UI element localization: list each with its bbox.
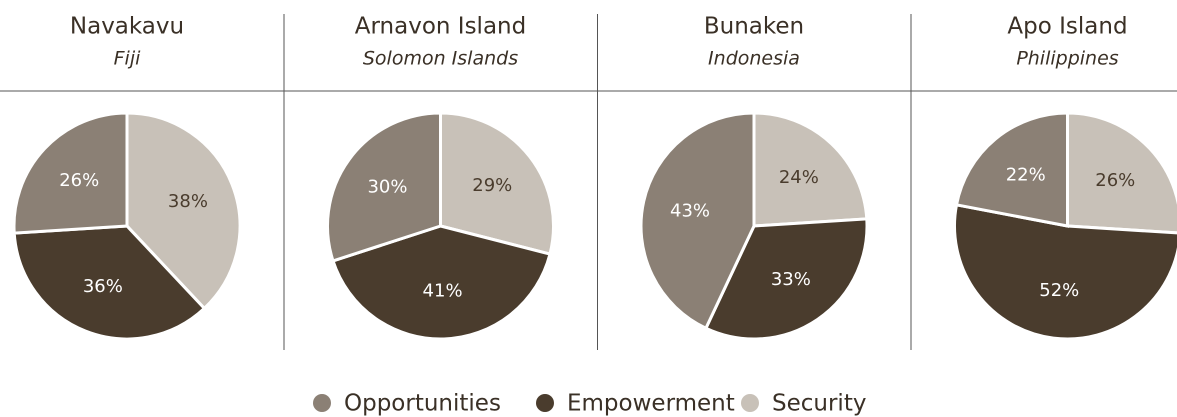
legend-swatch bbox=[313, 394, 331, 412]
pie-slice bbox=[752, 111, 869, 228]
pie-title: Apo Island bbox=[1007, 14, 1127, 40]
pie-subtitle: Indonesia bbox=[708, 48, 800, 70]
pie-slice bbox=[953, 203, 1177, 341]
legend-label: Security bbox=[772, 391, 866, 417]
pie-title: Bunaken bbox=[704, 14, 804, 40]
slice-label: 52% bbox=[1039, 280, 1079, 301]
slice-label: 29% bbox=[472, 175, 512, 196]
slice-label: 30% bbox=[367, 176, 407, 197]
pie-slice bbox=[12, 224, 207, 341]
slice-label: 24% bbox=[779, 167, 819, 188]
pies: 38% 36% 26% 29% 41% 30% 24% 33% 43% 26% 52% 22% bbox=[12, 111, 1177, 341]
pie-slice bbox=[331, 224, 552, 341]
slice-label: 36% bbox=[83, 276, 123, 297]
slice-label: 26% bbox=[59, 170, 99, 191]
legend-swatch bbox=[741, 394, 759, 412]
slice-label: 26% bbox=[1095, 170, 1135, 191]
legend-swatch bbox=[536, 394, 554, 412]
slice-label: 41% bbox=[423, 281, 463, 302]
pie-slice bbox=[12, 111, 129, 235]
pie-subtitle: Solomon Islands bbox=[363, 48, 518, 70]
pie-title: Arnavon Island bbox=[355, 14, 526, 40]
pie-title: Navakavu bbox=[70, 14, 184, 40]
slice-label: 22% bbox=[1006, 165, 1046, 186]
pie-slice bbox=[703, 217, 869, 341]
pie-slice bbox=[439, 111, 555, 256]
pie-slice bbox=[1066, 111, 1177, 235]
pie-slice bbox=[125, 111, 242, 311]
slice-label: 38% bbox=[168, 191, 208, 212]
pie-subtitle: Fiji bbox=[114, 48, 141, 70]
pie-slice bbox=[954, 111, 1069, 228]
slice-label: 33% bbox=[771, 269, 811, 290]
legend-label: Opportunities bbox=[344, 391, 501, 417]
pie-subtitle: Philippines bbox=[1016, 48, 1118, 70]
pie-slice bbox=[326, 111, 442, 263]
pie-slice bbox=[639, 111, 756, 331]
slice-label: 43% bbox=[670, 201, 710, 222]
legend-label: Empowerment bbox=[567, 391, 735, 417]
